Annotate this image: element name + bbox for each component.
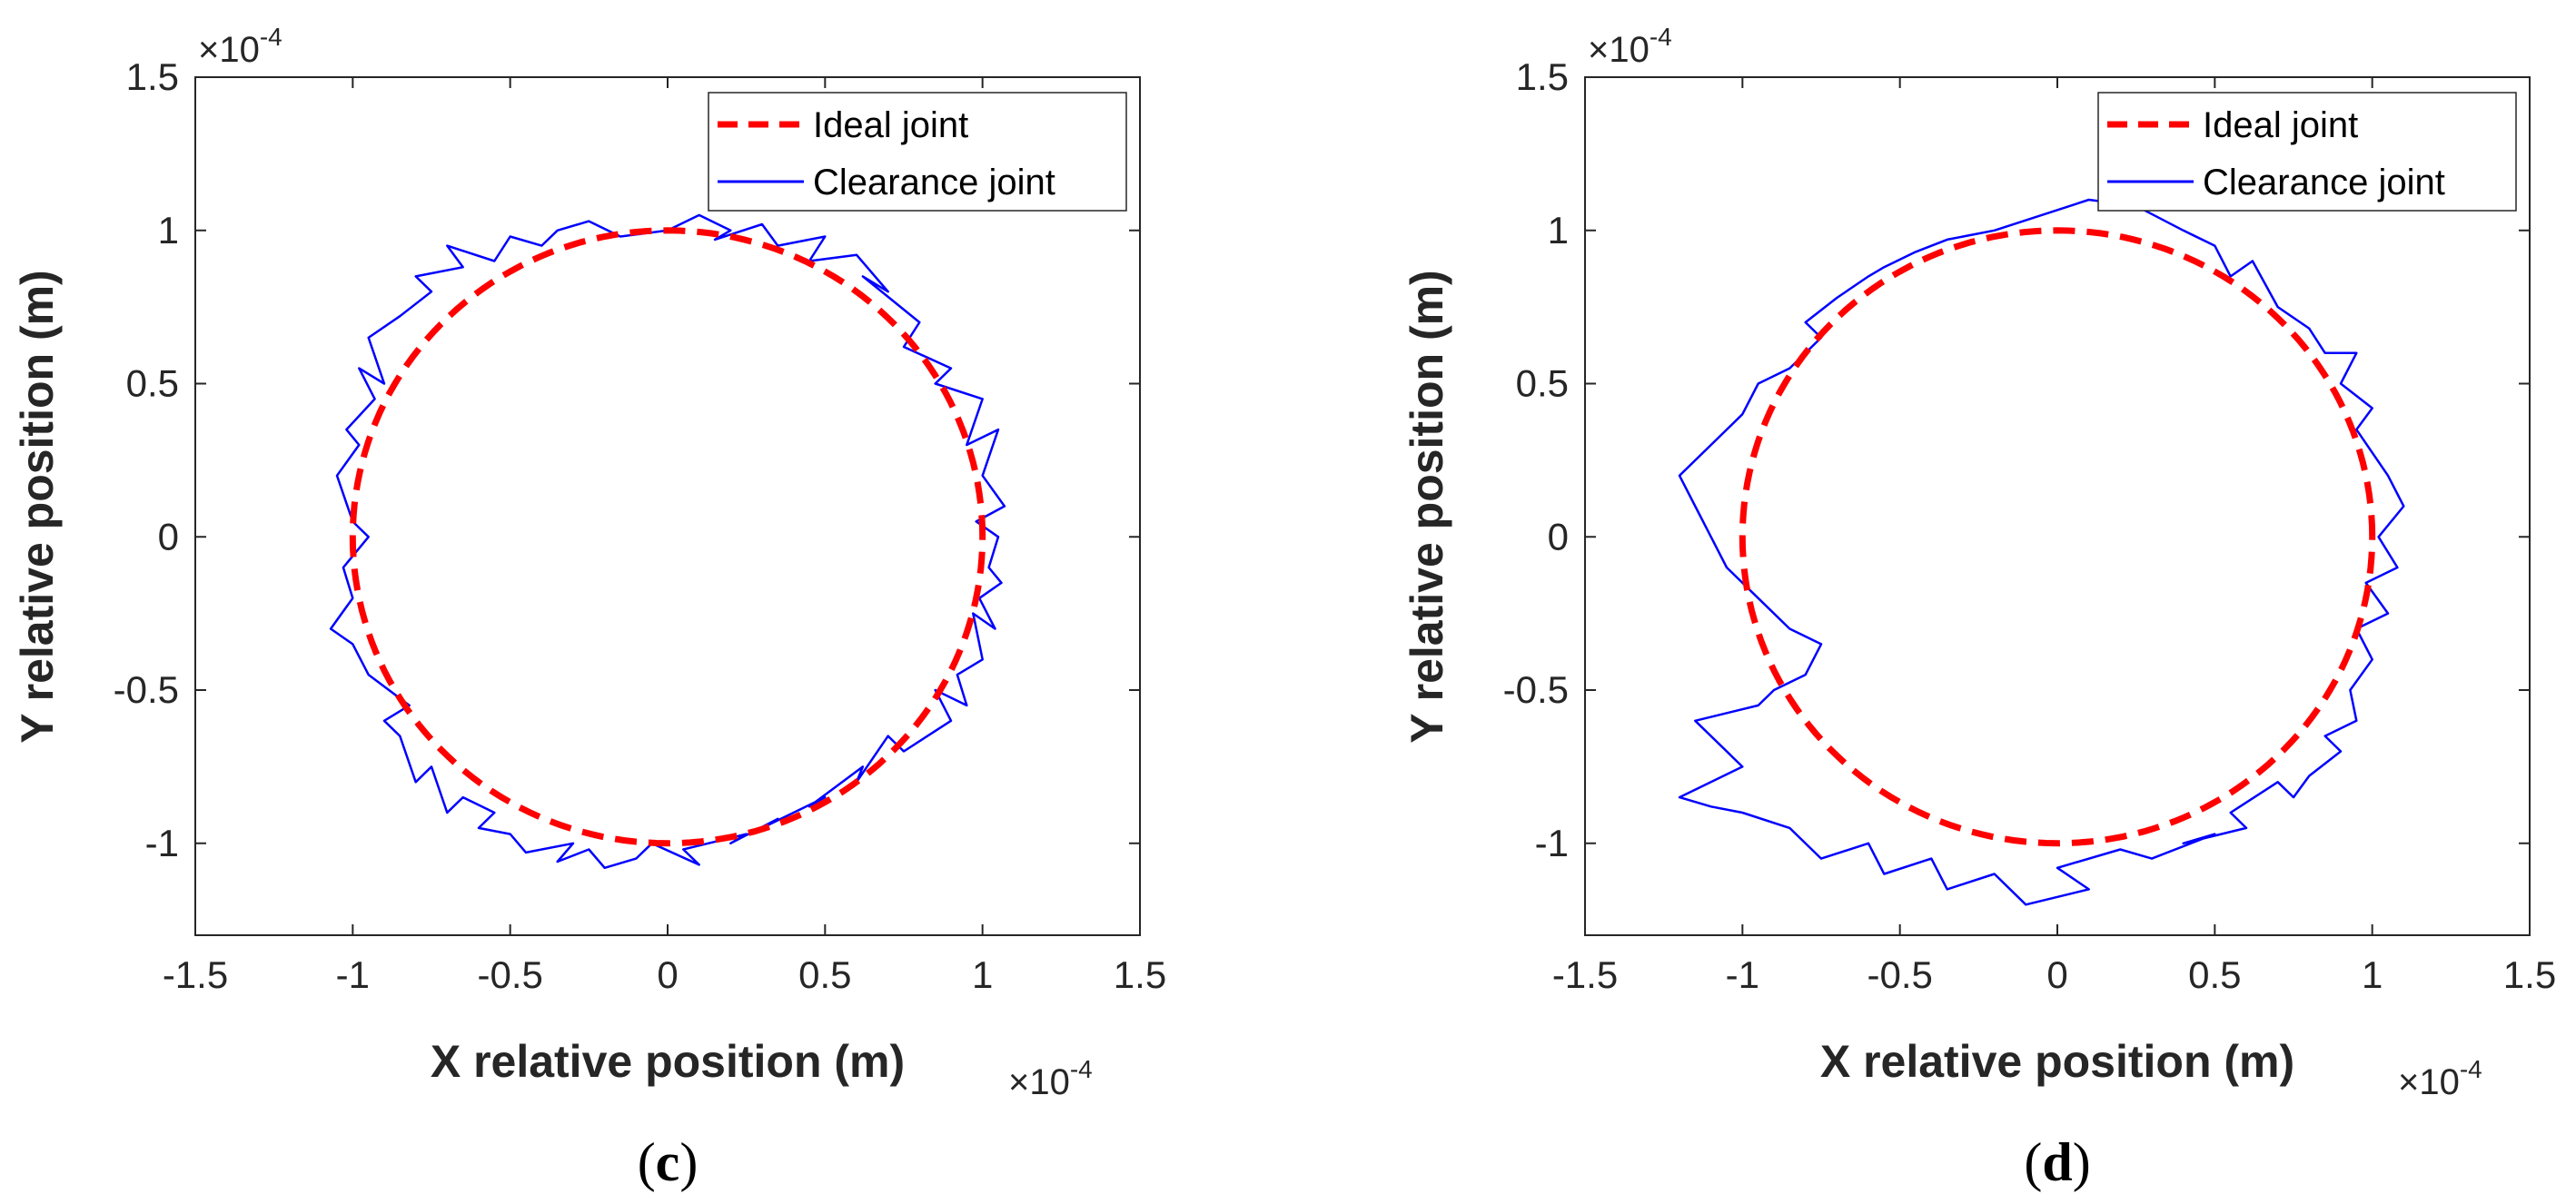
panel-c-y-tick-label: -1 (145, 822, 179, 864)
panel-d-series-group (1678, 198, 2405, 906)
panel-d-x-tick-label: 0 (2046, 953, 2067, 996)
panel-c-y-exponent: ×10-4 (198, 23, 282, 70)
panel-d-x-tick-label: -1.5 (1552, 953, 1618, 996)
panel-d-x-tick-label: 1 (2362, 953, 2383, 996)
panel-d-y-ticks: -1 -0.5 0 0.5 1 1.5 (1503, 55, 2530, 864)
panel-d-y-tick-label: 1 (1548, 209, 1569, 252)
panel-c-y-tick-label: -0.5 (114, 668, 179, 711)
panel-c-x-ticks: -1.5 -1 -0.5 0 0.5 1 1.5 (163, 77, 1166, 996)
panel-d-y-tick-label: 0.5 (1516, 362, 1569, 405)
panel-c-x-tick-label: 0 (657, 953, 678, 996)
panel-c-y-axis-label: Y relative position (m) (12, 270, 63, 743)
panel-c-y-tick-label: 0 (158, 515, 179, 558)
panel-d-x-axis-label: X relative position (m) (1820, 1036, 2294, 1087)
panel-c-y-tick-label: 0.5 (126, 362, 179, 405)
panel-d: -1.5 -1 -0.5 0 0.5 1 1.5 -1-0.500.511.5 ×10-4 … (1402, 23, 2556, 1192)
panel-d-y-tick-label: 1.5 (1516, 55, 1569, 98)
panel-d-y-tick-label: -1 (1535, 822, 1569, 864)
panel-d-y-tick-label: 0 (1548, 515, 1569, 558)
panel-c-x-axis-label: X relative position (m) (431, 1036, 905, 1087)
panel-d-caption: (d) (2024, 1132, 2090, 1192)
panel-c: -1.5 -1 -0.5 0 0.5 1 1.5 -1-0.500.511.5 ×10-4 … (12, 23, 1166, 1192)
panel-c-x-tick-label: 1 (972, 953, 993, 996)
panel-d-x-tick-label: -0.5 (1867, 953, 1932, 996)
panel-c-x-tick-label: -1.5 (163, 953, 228, 996)
panel-d-ideal-joint-line (1739, 227, 2376, 847)
panel-d-x-tick-label: 0.5 (2188, 953, 2241, 996)
panel-d-x-tick-label: 1.5 (2503, 953, 2556, 996)
panel-c-x-tick-label: -1 (336, 953, 370, 996)
panel-c-series-group (329, 213, 1006, 870)
panel-c-x-exponent: ×10-4 (1008, 1055, 1093, 1102)
panel-c-legend-ideal-label: Ideal joint (813, 105, 968, 145)
panel-c-legend-box (708, 92, 1127, 212)
panel-c-y-ticks: -1 -0.5 0 0.5 1 1.5 (114, 55, 1140, 864)
panel-d-legend-ideal-label: Ideal joint (2203, 105, 2358, 145)
panel-d-y-axis-label: Y relative position (m) (1402, 270, 1452, 743)
panel-d-legend-box (2097, 92, 2517, 212)
panel-c-y-tick-label: 1.5 (126, 55, 179, 98)
panel-d-legend: Ideal joint Clearance joint (2097, 92, 2517, 212)
panel-d-y-exponent: ×10-4 (1588, 23, 1672, 70)
panel-d-y-tick-label: -0.5 (1503, 668, 1569, 711)
panel-d-clearance-joint-line (1678, 198, 2405, 906)
panel-d-legend-clearance-label: Clearance joint (2203, 163, 2445, 202)
panel-c-clearance-joint-line (329, 213, 1006, 870)
panel-c-legend: Ideal joint Clearance joint (708, 92, 1127, 212)
panel-d-x-exponent: ×10-4 (2398, 1055, 2482, 1102)
panel-d-x-ticks: -1.5 -1 -0.5 0 0.5 1 1.5 (1552, 77, 2556, 996)
panel-c-ideal-joint-line (349, 227, 986, 847)
panel-d-x-tick-label: -1 (1726, 953, 1759, 996)
panel-c-y-tick-label: 1 (158, 209, 179, 252)
panel-c-caption: (c) (638, 1132, 698, 1192)
panel-c-x-tick-label: -0.5 (477, 953, 542, 996)
panel-c-legend-clearance-label: Clearance joint (813, 163, 1055, 202)
panel-c-x-tick-label: 0.5 (798, 953, 851, 996)
panel-c-x-tick-label: 1.5 (1114, 953, 1166, 996)
